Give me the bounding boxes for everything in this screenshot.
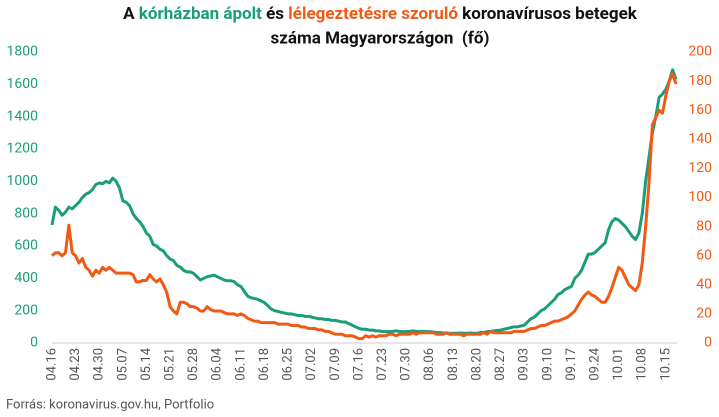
y2-tick-label: 100 [688, 189, 712, 205]
x-tick-label: 05.14 [139, 347, 154, 380]
y2-tick-label: 80 [696, 218, 712, 234]
y-tick-label: 1000 [7, 173, 39, 189]
x-tick-label: 07.02 [304, 348, 319, 381]
y2-tick-label: 40 [696, 277, 712, 293]
x-tick-label: 04.23 [68, 348, 83, 381]
x-tick-label: 09.17 [564, 348, 579, 381]
x-tick-label: 06.25 [281, 348, 296, 381]
title-part: kórházban ápolt [139, 4, 262, 24]
x-tick-label: 06.11 [233, 348, 248, 381]
y-tick-label: 1600 [7, 76, 39, 92]
x-tick-label: 10.15 [658, 348, 673, 381]
x-tick-label: 04.16 [44, 348, 59, 381]
chart-title-line2: száma Magyarországon (fő) [271, 28, 490, 48]
series-line [50, 68, 678, 335]
x-tick-label: 05.28 [186, 348, 201, 381]
x-tick-label: 07.23 [375, 348, 390, 381]
y2-tick-label: 160 [688, 102, 712, 118]
y-tick-label: 200 [14, 302, 38, 318]
x-tick-label: 05.21 [162, 348, 177, 381]
y-tick-label: 0 [30, 335, 38, 351]
source: Forrás: koronavirus.gov.hu, Portfolio [6, 397, 214, 412]
y-tick-label: 1400 [7, 108, 39, 124]
x-tick-label: 06.18 [257, 348, 272, 381]
x-tick-label: 10.08 [635, 348, 650, 381]
x-tick-label: 09.03 [517, 348, 532, 381]
x-tick-label: 08.20 [469, 348, 484, 381]
y-tick-label: 1800 [7, 44, 39, 60]
y2-tick-label: 120 [688, 160, 712, 176]
y-tick-label: 1200 [7, 141, 39, 157]
y2-tick-label: 140 [688, 131, 712, 147]
y2-tick-label: 200 [688, 44, 712, 60]
y2-tick-label: 0 [704, 335, 712, 351]
x-tick-label: 08.27 [493, 348, 508, 381]
chart-title: A kórházban ápolt és lélegeztetésre szor… [123, 4, 638, 24]
y2-tick-label: 20 [696, 306, 712, 322]
title-part: és [262, 4, 288, 24]
x-tick-label: 04.30 [92, 348, 107, 381]
title-part: lélegeztetésre szoruló [288, 4, 458, 24]
x-tick-label: 08.06 [422, 348, 437, 381]
title-part: koronavírusos betegek [458, 4, 638, 24]
series-line [51, 72, 678, 341]
x-tick-label: 09.10 [540, 348, 555, 381]
x-tick-label: 09.24 [587, 347, 602, 380]
x-tick-label: 07.16 [351, 348, 366, 381]
y-tick-label: 400 [14, 270, 38, 286]
y-tick-label: 600 [14, 238, 38, 254]
title-part: A [123, 4, 139, 24]
x-tick-label: 07.09 [328, 348, 343, 381]
x-tick-label: 06.04 [210, 347, 225, 380]
x-tick-label: 07.30 [399, 348, 414, 381]
x-tick-label: 08.13 [446, 348, 461, 381]
x-tick-label: 10.01 [611, 348, 626, 381]
y2-tick-label: 60 [696, 247, 712, 263]
y2-tick-label: 180 [688, 73, 712, 89]
x-tick-label: 05.07 [115, 348, 130, 381]
y-tick-label: 800 [14, 205, 38, 221]
